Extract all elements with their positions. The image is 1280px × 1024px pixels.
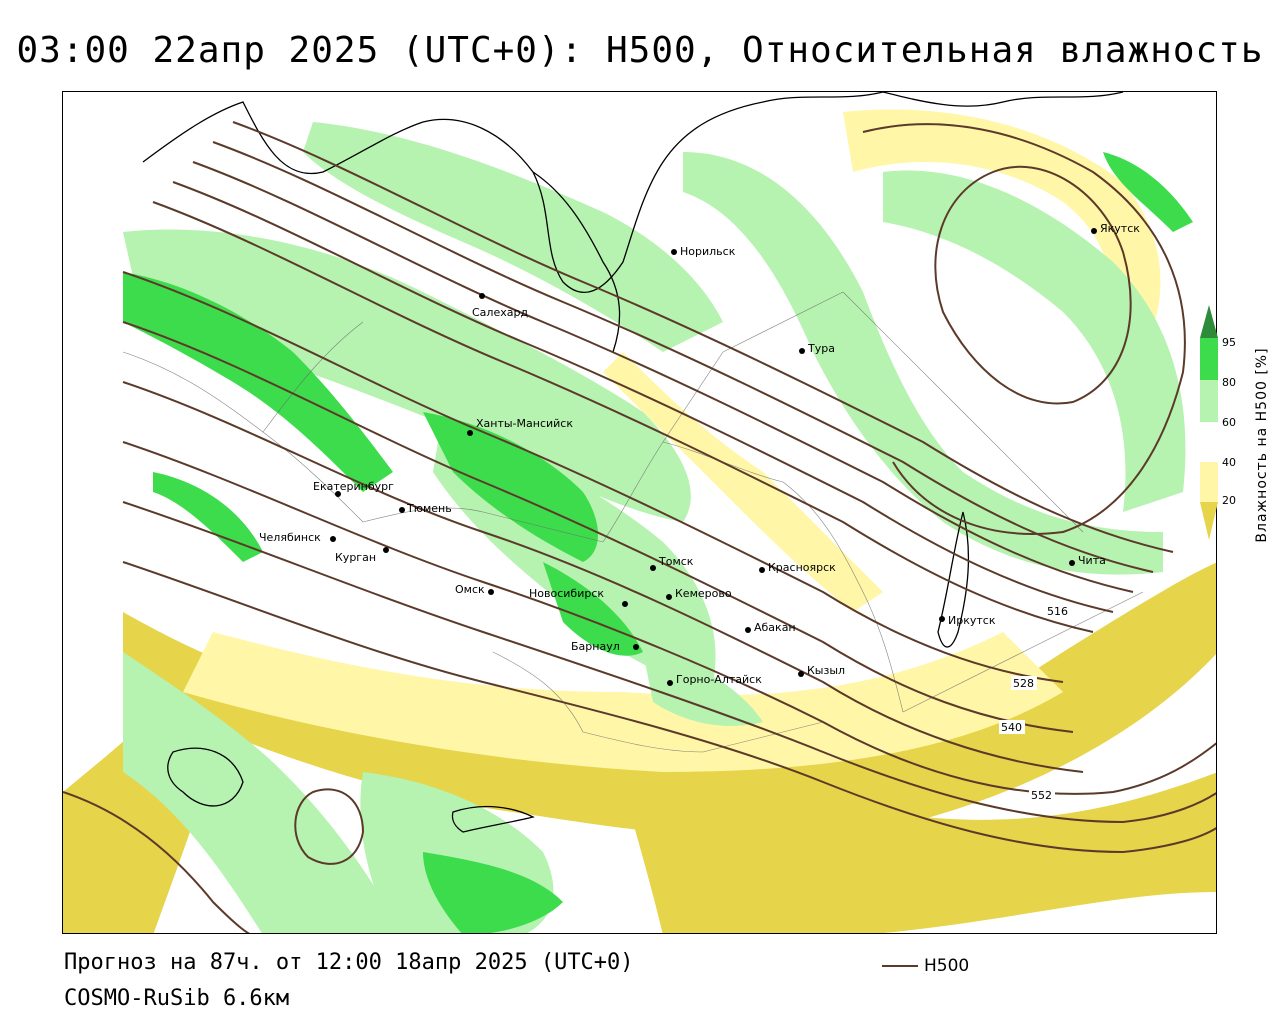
city-kurgan[interactable]: Курган	[335, 547, 389, 564]
green-north	[303, 122, 723, 352]
forecast-info: Прогноз на 87ч. от 12:00 18апр 2025 (UTC…	[64, 950, 634, 975]
city-krasnoyarsk[interactable]: Красноярск	[759, 561, 836, 574]
city-label: Челябинск	[259, 531, 321, 544]
contour-label-group: 516 528 540 552	[999, 604, 1071, 802]
colorbar-segment-below-20	[1200, 502, 1218, 540]
bright-green-ural	[123, 272, 393, 492]
h500-line-swatch	[882, 965, 918, 967]
bright-green-northeast	[1103, 152, 1193, 232]
green-northeast	[683, 152, 1163, 575]
light-yellow-south	[183, 632, 1063, 772]
contour-label-528: 528	[1013, 677, 1034, 690]
dry-band-south	[123, 562, 1216, 838]
city-label: Салехард	[472, 306, 528, 319]
map-panel[interactable]: 516 528 540 552 Норильск Якутск Салехард…	[62, 91, 1217, 934]
colorbar-segment-above-95	[1200, 305, 1218, 338]
city-label: Омск	[455, 583, 485, 596]
city-label: Курган	[335, 551, 376, 564]
city-khanty-mansiysk[interactable]: Ханты-Мансийск	[467, 417, 573, 436]
city-norilsk[interactable]: Норильск	[671, 245, 736, 258]
city-label: Ханты-Мансийск	[476, 417, 573, 430]
contour-label-552: 552	[1031, 789, 1052, 802]
city-yekaterinburg[interactable]: Екатеринбург	[313, 480, 394, 497]
green-north-west	[123, 229, 691, 522]
colorbar-tick-95: 95	[1222, 336, 1236, 349]
city-label: Абакан	[754, 621, 796, 634]
colorbar-segment-40-60	[1200, 422, 1218, 462]
h500-line-label: H500	[924, 956, 970, 976]
city-label: Кемерово	[675, 587, 732, 600]
city-kyzyl[interactable]: Кызыл	[798, 664, 845, 677]
green-southwest	[123, 652, 402, 933]
colorbar-tick-20: 20	[1222, 494, 1236, 507]
city-gorno-altaysk[interactable]: Горно-Алтайск	[667, 673, 762, 686]
city-chelyabinsk[interactable]: Челябинск	[259, 531, 336, 544]
city-label: Якутск	[1100, 222, 1140, 235]
city-kemerovo[interactable]: Кемерово	[666, 587, 732, 600]
city-label: Томск	[658, 555, 694, 568]
city-label: Чита	[1078, 554, 1106, 567]
city-tura[interactable]: Тура	[799, 342, 835, 355]
colorbar-segment-60-80	[1200, 380, 1218, 422]
light-yellow-center	[603, 352, 883, 612]
dry-band-bottom	[603, 712, 1216, 933]
city-label: Иркутск	[948, 614, 996, 627]
city-label: Барнаул	[571, 640, 620, 653]
humidity-colorbar	[1200, 305, 1218, 540]
green-altai	[643, 652, 763, 726]
colorbar-tick-40: 40	[1222, 456, 1236, 469]
bright-green-west	[153, 472, 263, 562]
city-yakutsk[interactable]: Якутск	[1091, 222, 1140, 235]
colorbar-tick-60: 60	[1222, 416, 1236, 429]
contour-label-516: 516	[1047, 605, 1068, 618]
city-label: Кызыл	[807, 664, 845, 677]
city-label: Норильск	[680, 245, 736, 258]
city-chita[interactable]: Чита	[1069, 554, 1106, 567]
city-irkutsk[interactable]: Иркутск	[939, 614, 996, 627]
bright-green-south	[423, 852, 563, 933]
humidity-field	[63, 109, 1216, 933]
h500-contours	[63, 121, 1216, 933]
city-tyumen[interactable]: Тюмень	[399, 502, 452, 515]
colorbar-tick-80: 80	[1222, 376, 1236, 389]
colorbar-segment-20-40	[1200, 462, 1218, 502]
model-name: COSMO-RuSib 6.6км	[64, 986, 290, 1011]
city-label: Тура	[807, 342, 835, 355]
city-label: Новосибирск	[529, 587, 604, 600]
light-yellow-east	[843, 109, 1161, 352]
city-label: Тюмень	[406, 502, 452, 515]
city-label: Горно-Алтайск	[676, 673, 762, 686]
bright-green-khanty	[423, 412, 598, 562]
city-label: Екатеринбург	[313, 480, 394, 493]
city-label: Красноярск	[768, 561, 836, 574]
bright-green-novosib	[543, 562, 643, 656]
city-novosibirsk[interactable]: Новосибирск	[529, 587, 628, 607]
city-tomsk[interactable]: Томск	[650, 555, 694, 571]
city-abakan[interactable]: Абакан	[745, 621, 796, 634]
colorbar-segment-80-95	[1200, 338, 1218, 380]
coastline	[142, 92, 1124, 833]
h500-line-legend: H500	[882, 954, 969, 978]
contour-label-540: 540	[1001, 721, 1022, 734]
map-title: 03:00 22апр 2025 (UTC+0): H500, Относите…	[16, 30, 1264, 71]
city-markers: Норильск Якутск Салехард Тура Ханты-Манс…	[259, 222, 1140, 686]
city-omsk[interactable]: Омск	[455, 583, 494, 596]
city-barnaul[interactable]: Барнаул	[571, 640, 639, 653]
colorbar-title: Влажность на H500 [%]	[1254, 347, 1270, 543]
city-salekhard[interactable]: Салехард	[472, 293, 528, 319]
map-canvas: 516 528 540 552 Норильск Якутск Салехард…	[63, 92, 1216, 933]
